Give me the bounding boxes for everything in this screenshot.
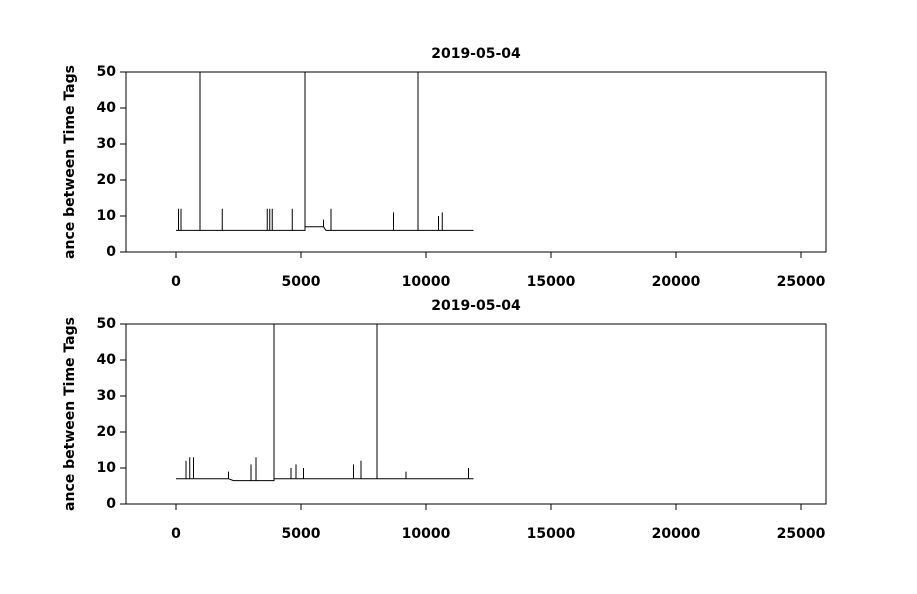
y-tick-label: 10 (97, 208, 117, 224)
x-tick-label: 20000 (652, 526, 701, 542)
y-tick-label: 30 (97, 136, 117, 152)
y-tick-label: 20 (97, 172, 117, 188)
y-tick-label: 50 (97, 64, 117, 80)
y-tick-label: 10 (97, 460, 117, 476)
x-tick-label: 15000 (527, 526, 576, 542)
y-axis-label: ance between Time Tags (62, 317, 78, 511)
chart-title: 2019-05-04 (431, 298, 521, 314)
x-tick-label: 5000 (282, 274, 321, 290)
y-tick-label: 50 (97, 316, 117, 332)
plot-frame (125, 71, 827, 253)
y-tick-label: 20 (97, 424, 117, 440)
x-tick-label: 0 (171, 274, 181, 290)
y-tick-label: 40 (97, 352, 117, 368)
data-line (176, 324, 474, 482)
y-tick-label: 40 (97, 100, 117, 116)
x-tick-label: 25000 (777, 526, 826, 542)
y-axis-label: ance between Time Tags (62, 65, 78, 259)
y-tick-label: 0 (106, 244, 116, 260)
y-tick-label: 0 (106, 496, 116, 512)
x-tick-label: 10000 (402, 274, 451, 290)
x-tick-label: 25000 (777, 274, 826, 290)
x-tick-label: 5000 (282, 526, 321, 542)
x-tick-label: 10000 (402, 526, 451, 542)
x-tick-label: 20000 (652, 274, 701, 290)
data-line (176, 72, 474, 231)
x-tick-label: 15000 (527, 274, 576, 290)
y-tick-label: 30 (97, 388, 117, 404)
chart-title: 2019-05-04 (431, 46, 521, 62)
x-tick-label: 0 (171, 526, 181, 542)
plot-frame (125, 323, 827, 505)
